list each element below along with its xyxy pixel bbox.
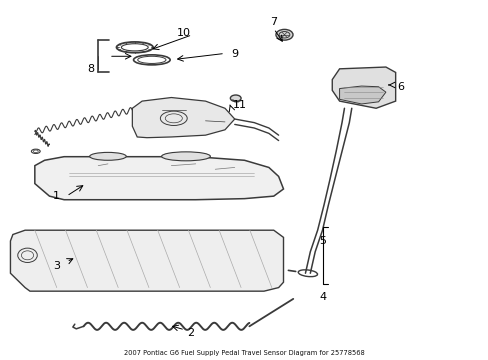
Text: 8: 8: [87, 64, 94, 74]
Text: 9: 9: [231, 49, 238, 59]
Ellipse shape: [161, 152, 210, 161]
Polygon shape: [339, 86, 385, 104]
Polygon shape: [10, 230, 283, 291]
Text: 7: 7: [270, 17, 277, 27]
Text: 5: 5: [318, 236, 325, 246]
Text: 2007 Pontiac G6 Fuel Supply Pedal Travel Sensor Diagram for 25778568: 2007 Pontiac G6 Fuel Supply Pedal Travel…: [124, 350, 364, 356]
Ellipse shape: [275, 30, 292, 40]
Text: 2: 2: [187, 328, 194, 338]
Text: 3: 3: [53, 261, 60, 271]
Text: 4: 4: [318, 292, 325, 302]
Polygon shape: [35, 157, 283, 200]
Text: 1: 1: [53, 191, 60, 201]
Polygon shape: [132, 98, 234, 138]
Text: 10: 10: [176, 28, 190, 38]
Text: 11: 11: [232, 100, 246, 110]
Polygon shape: [331, 67, 395, 108]
Text: 6: 6: [396, 82, 403, 92]
Ellipse shape: [230, 95, 241, 102]
Ellipse shape: [89, 152, 126, 160]
